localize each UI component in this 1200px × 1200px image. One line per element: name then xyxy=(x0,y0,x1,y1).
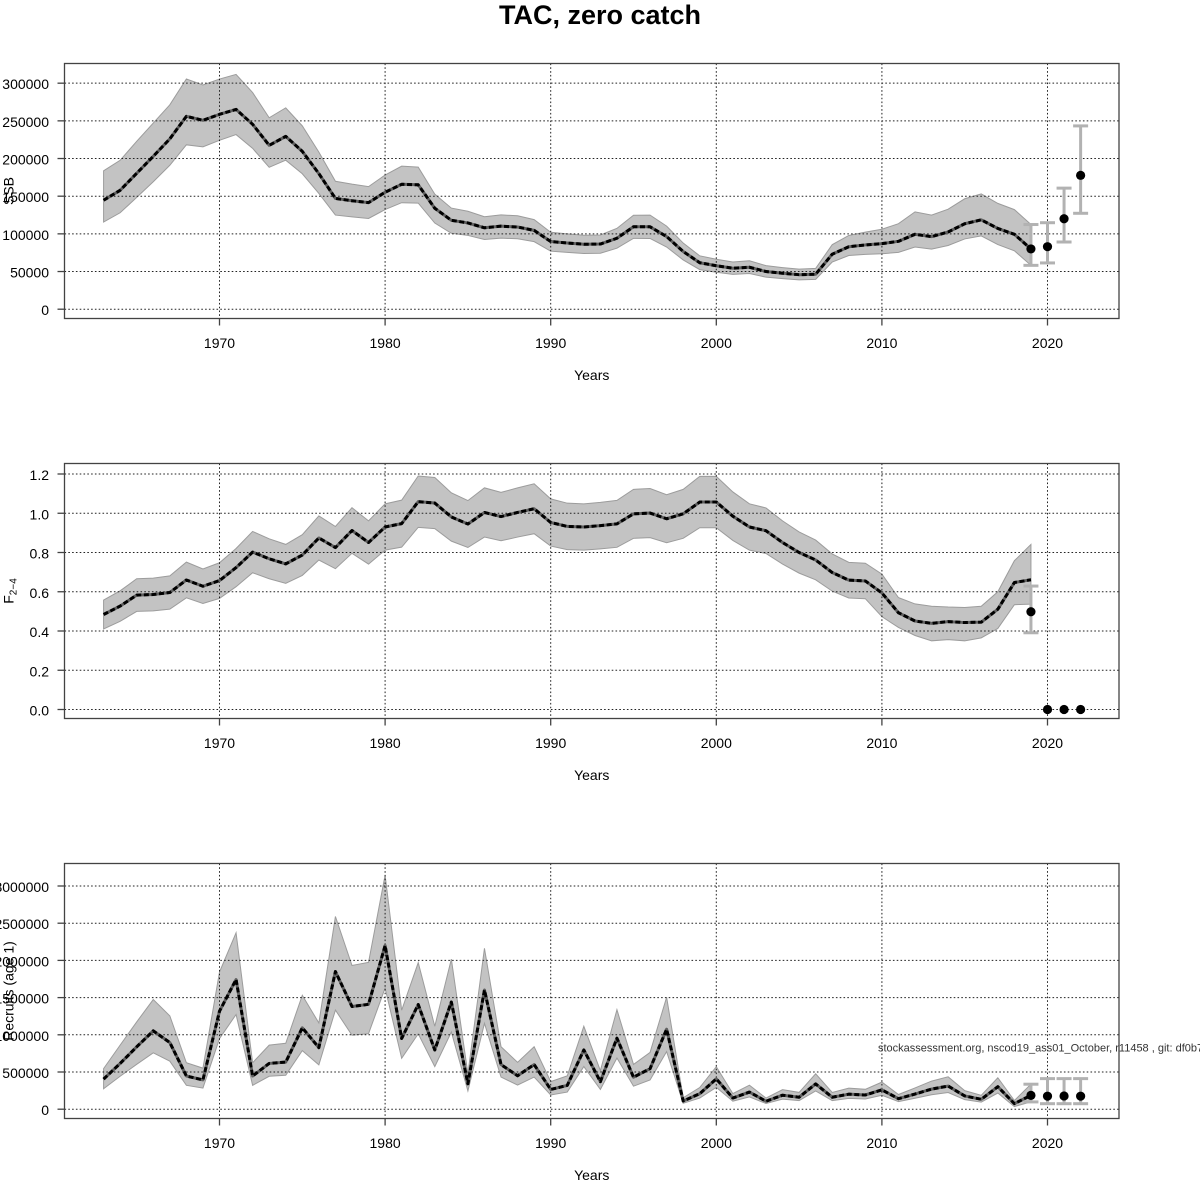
svg-text:2020: 2020 xyxy=(1032,735,1063,751)
svg-text:0: 0 xyxy=(41,1102,49,1118)
svg-text:2020: 2020 xyxy=(1032,1135,1063,1151)
svg-text:Years: Years xyxy=(574,1167,609,1183)
svg-text:200000: 200000 xyxy=(2,152,49,168)
svg-text:1970: 1970 xyxy=(204,1135,235,1151)
svg-text:0.0: 0.0 xyxy=(30,703,50,719)
svg-text:Years: Years xyxy=(574,367,609,383)
svg-text:500000: 500000 xyxy=(2,1065,49,1081)
svg-text:1.2: 1.2 xyxy=(30,467,50,483)
svg-text:2000: 2000 xyxy=(701,735,732,751)
svg-text:2000: 2000 xyxy=(701,1135,732,1151)
svg-text:2010: 2010 xyxy=(866,735,897,751)
svg-text:1.0: 1.0 xyxy=(30,506,50,522)
svg-text:0.4: 0.4 xyxy=(30,624,50,640)
svg-text:1990: 1990 xyxy=(535,735,566,751)
svg-text:50000: 50000 xyxy=(10,265,49,281)
svg-text:150000: 150000 xyxy=(2,189,49,205)
svg-text:Recruits (age 1): Recruits (age 1) xyxy=(1,941,17,1041)
svg-text:stockassessment.org, nscod19_a: stockassessment.org, nscod19_ass01_Octob… xyxy=(878,1043,1200,1055)
svg-text:2010: 2010 xyxy=(866,335,897,351)
svg-text:0.8: 0.8 xyxy=(30,546,50,562)
svg-text:TAC, zero catch: TAC, zero catch xyxy=(499,0,701,30)
svg-text:1980: 1980 xyxy=(370,735,401,751)
svg-text:2010: 2010 xyxy=(866,1135,897,1151)
svg-text:1000000: 1000000 xyxy=(0,1028,49,1044)
svg-text:100000: 100000 xyxy=(2,227,49,243)
svg-text:2000: 2000 xyxy=(701,335,732,351)
svg-text:1980: 1980 xyxy=(370,1135,401,1151)
svg-text:0.2: 0.2 xyxy=(30,663,50,679)
svg-text:1990: 1990 xyxy=(535,1135,566,1151)
svg-text:1500000: 1500000 xyxy=(0,991,49,1007)
svg-text:0: 0 xyxy=(41,302,49,318)
svg-text:2000000: 2000000 xyxy=(0,953,49,969)
svg-text:300000: 300000 xyxy=(2,76,49,92)
svg-text:0.6: 0.6 xyxy=(30,585,50,601)
svg-text:2500000: 2500000 xyxy=(0,916,49,932)
svg-text:SSB: SSB xyxy=(1,177,17,205)
svg-text:2020: 2020 xyxy=(1032,335,1063,351)
svg-text:1980: 1980 xyxy=(370,335,401,351)
svg-text:3000000: 3000000 xyxy=(0,879,49,895)
svg-text:1970: 1970 xyxy=(204,335,235,351)
svg-text:250000: 250000 xyxy=(2,114,49,130)
svg-text:1970: 1970 xyxy=(204,735,235,751)
svg-text:Years: Years xyxy=(574,767,609,783)
svg-text:1990: 1990 xyxy=(535,335,566,351)
